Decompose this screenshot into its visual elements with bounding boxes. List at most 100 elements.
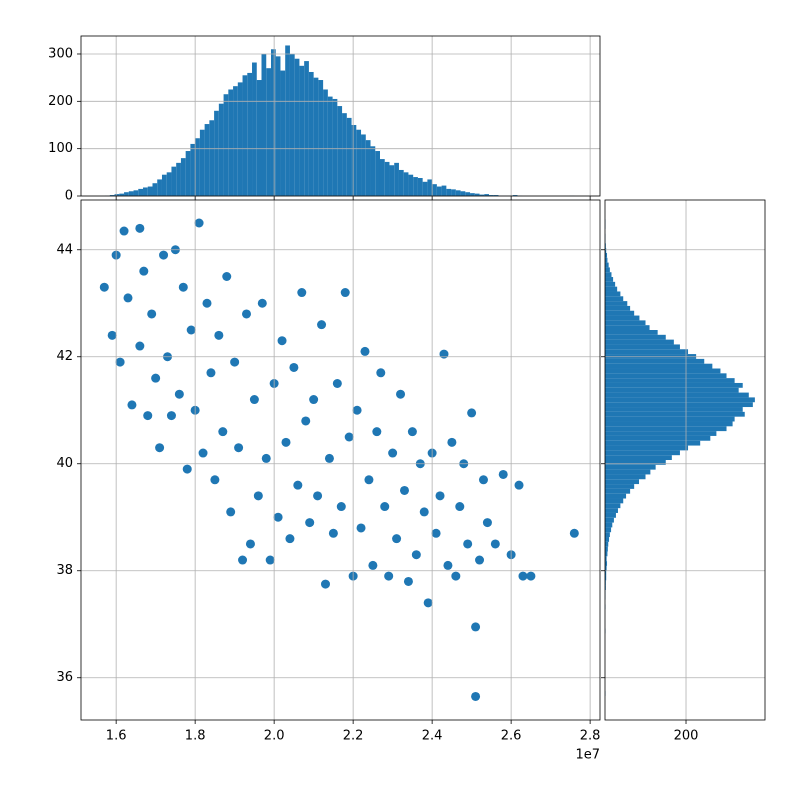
scatter-point	[218, 427, 228, 437]
histogram-bar	[605, 493, 627, 499]
histogram-bar	[128, 191, 134, 196]
scatter-point	[403, 576, 413, 586]
histogram-bar	[605, 440, 701, 446]
histogram-bar	[346, 117, 352, 196]
scatter-point	[435, 491, 445, 501]
histogram-bar	[605, 277, 614, 282]
scatter-point	[182, 464, 192, 474]
histogram-bar	[605, 358, 705, 364]
histogram-bar	[474, 193, 480, 196]
axes-frame	[80, 199, 601, 721]
histogram-bar	[327, 96, 333, 196]
scatter-point	[431, 528, 441, 538]
histogram-bar	[332, 98, 338, 196]
histogram-bar	[605, 585, 606, 590]
histogram-bar	[166, 172, 172, 196]
scatter-point	[419, 507, 429, 517]
scatter-point	[289, 362, 299, 372]
x-tick-label: 1.8	[185, 729, 206, 744]
scatter-point	[380, 502, 390, 512]
histogram-bar	[408, 174, 414, 196]
scatter-point	[475, 555, 485, 565]
x-tick-label: 200	[674, 729, 699, 744]
scatter-point	[451, 571, 461, 581]
histogram-bar	[351, 124, 357, 196]
histogram-bar	[605, 556, 607, 562]
scatter-point	[340, 288, 350, 298]
scatter-point	[143, 411, 153, 421]
histogram-bar	[365, 140, 371, 196]
histogram-bar	[605, 286, 618, 292]
histogram-bar	[605, 464, 656, 470]
scatter-point	[198, 448, 208, 458]
histogram-bar	[195, 138, 200, 196]
scatter-point	[249, 395, 259, 405]
histogram-bar	[185, 151, 191, 196]
scatter-point	[467, 408, 477, 418]
histogram-bar	[275, 56, 281, 197]
histogram-bar	[605, 541, 609, 547]
scatter-point	[372, 427, 382, 437]
histogram-bar	[484, 194, 490, 196]
histogram-bar	[605, 407, 743, 412]
y-tick-label: 300	[48, 46, 73, 61]
x-tick-label: 2.4	[422, 729, 443, 744]
histogram-bar	[605, 339, 674, 345]
histogram-bar	[605, 397, 755, 403]
scatter-point	[384, 571, 394, 581]
histogram-bar	[242, 75, 248, 196]
histogram-bar	[161, 174, 167, 196]
scatter-point	[194, 218, 204, 228]
histogram-bar	[266, 68, 271, 196]
scatter-point	[99, 282, 109, 292]
histogram-bar	[308, 71, 314, 196]
scatter-point	[135, 223, 145, 233]
histogram-bar	[228, 89, 234, 196]
scatter-point	[336, 502, 346, 512]
histogram-bar	[299, 65, 305, 197]
histogram-bar	[605, 435, 711, 441]
histogram-bar	[605, 503, 621, 509]
scatter-point	[478, 475, 488, 485]
scatter-point	[360, 346, 370, 356]
histogram-bar	[223, 94, 229, 196]
scatter-point	[277, 336, 287, 346]
histogram-bar	[605, 344, 680, 350]
histogram-bar	[489, 195, 494, 196]
scatter-point	[135, 341, 145, 351]
x-tick-label: 2.0	[264, 729, 285, 744]
histogram-bar	[375, 151, 380, 196]
histogram-bar	[605, 512, 616, 518]
scatter-point	[368, 560, 378, 570]
histogram-bar	[605, 248, 607, 253]
histogram-bar	[323, 89, 328, 196]
histogram-bar	[605, 363, 713, 369]
histogram-bar	[605, 257, 608, 263]
histogram-bar	[605, 281, 616, 287]
scatter-point	[309, 395, 319, 405]
scatter-point	[443, 560, 453, 570]
scatter-point	[186, 325, 196, 335]
histogram-bar	[285, 45, 290, 197]
histogram-bar	[605, 522, 613, 528]
scatter-point	[222, 272, 232, 282]
histogram-bar	[605, 291, 621, 297]
histogram-bar	[403, 172, 409, 196]
scatter-point	[202, 298, 212, 308]
histogram-bar	[605, 382, 743, 388]
scatter-point	[463, 539, 473, 549]
scatter-point	[313, 491, 323, 501]
scatter-point	[514, 480, 524, 490]
histogram-bar	[605, 368, 721, 374]
histogram-bar	[512, 195, 518, 196]
scatter-point	[526, 571, 536, 581]
histogram-bar	[605, 537, 610, 542]
histogram-bar	[470, 193, 475, 196]
histogram-bar	[119, 193, 125, 196]
scatter-point	[265, 555, 275, 565]
histogram-bar	[152, 183, 158, 196]
histogram-bar	[605, 570, 607, 576]
histogram-bar	[379, 159, 385, 196]
histogram-bar	[605, 565, 607, 571]
